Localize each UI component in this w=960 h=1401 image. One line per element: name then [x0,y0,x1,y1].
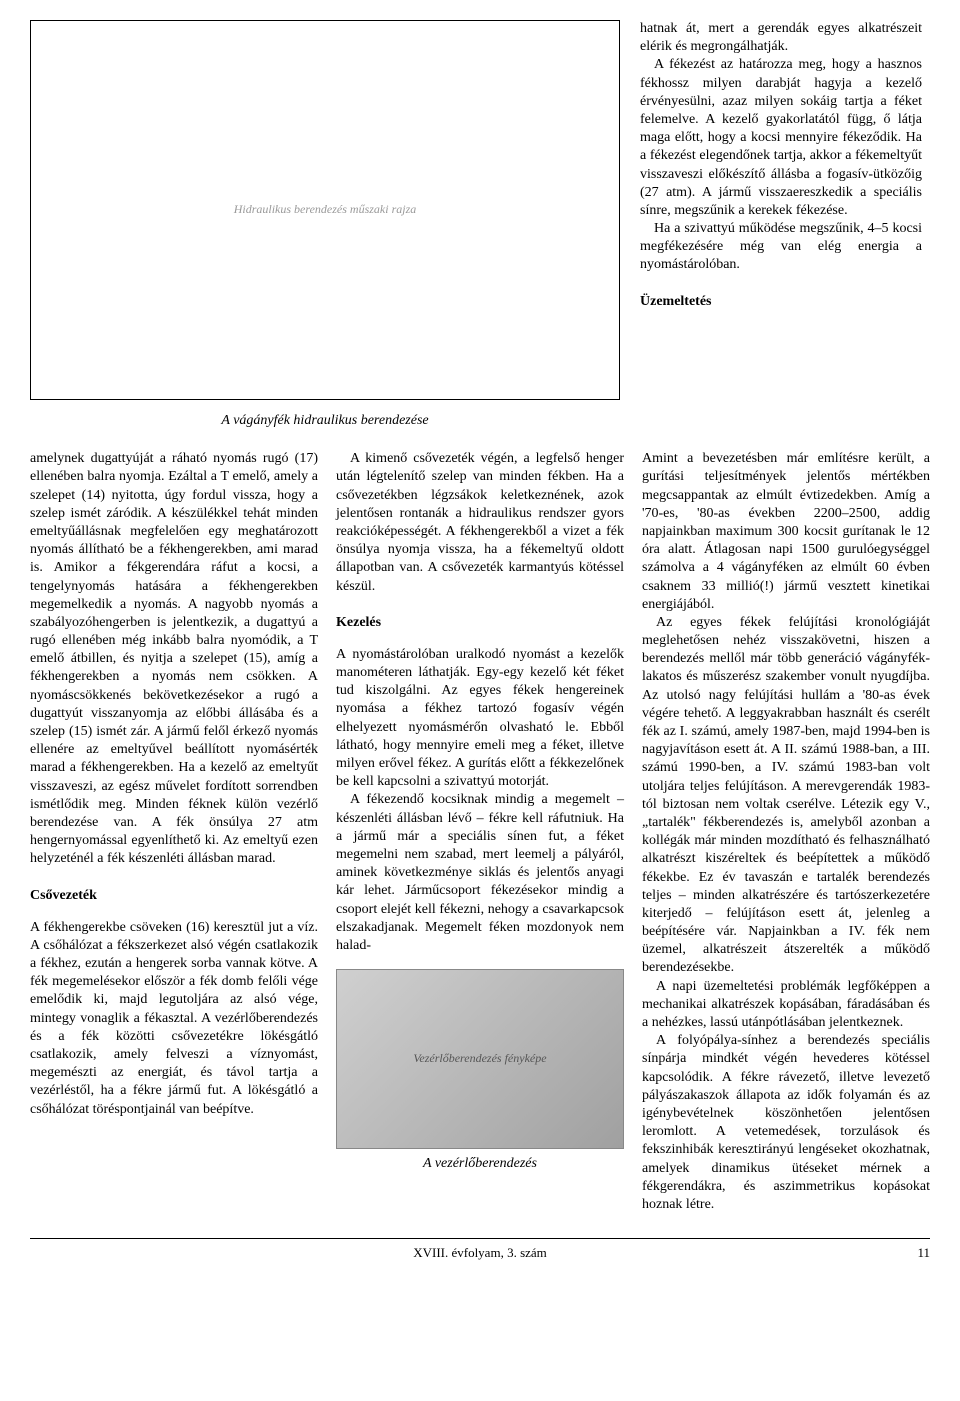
diagram-placeholder: Hidraulikus berendezés műszaki rajza [214,182,437,238]
body-paragraph: A fékhengerekbe csöveken (16) keresztül … [30,919,318,1119]
top-right-column: hatnak át, mert a gerendák egyes alkatré… [640,20,922,430]
body-paragraph: Az egyes fékek felújítási kronológiáját … [642,614,930,978]
body-paragraph: A fékezést az határozza meg, hogy a hasz… [640,56,922,220]
body-paragraph: hatnak át, mert a gerendák egyes alkatré… [640,20,922,56]
body-paragraph: amelynek dugattyúját a ráható nyomás rug… [30,450,318,868]
footer-issue: XVIII. évfolyam, 3. szám [413,1245,547,1262]
diagram-figure: Hidraulikus berendezés műszaki rajza A v… [30,20,620,430]
footer-page-number: 11 [917,1245,930,1262]
body-paragraph: A kimenő csővezeték végén, a legfelső he… [336,450,624,596]
top-section: Hidraulikus berendezés műszaki rajza A v… [30,20,930,430]
body-paragraph: A folyópálya-sínhez a berendezés speciál… [642,1032,930,1214]
diagram-caption: A vágányfék hidraulikus berendezése [30,412,620,430]
photo-placeholder: Vezérlőberendezés fényképe [413,1051,546,1067]
column-3: Amint a bevezetésben már említésre kerül… [642,450,930,1214]
body-paragraph: Ha a szivattyú működése megszűnik, 4–5 k… [640,220,922,275]
diagram-image: Hidraulikus berendezés műszaki rajza [30,20,620,400]
body-paragraph: A fékezendő kocsiknak mindig a megemelt … [336,791,624,955]
column-2: A kimenő csővezeték végén, a legfelső he… [336,450,624,1214]
photo-caption: A vezérlőberendezés [336,1155,624,1173]
columns-section: amelynek dugattyúját a ráható nyomás rug… [30,450,930,1214]
column-1: amelynek dugattyúját a ráható nyomás rug… [30,450,318,1214]
section-heading-kezeles: Kezelés [336,614,624,632]
photo-image: Vezérlőberendezés fényképe [336,969,624,1149]
page-container: Hidraulikus berendezés műszaki rajza A v… [30,20,930,1262]
body-paragraph: A nyomástárolóban uralkodó nyomást a kez… [336,646,624,792]
page-footer: XVIII. évfolyam, 3. szám 11 [30,1238,930,1262]
section-heading-uzemeltetes: Üzemeltetés [640,293,922,311]
section-heading-csovezetek: Csővezeték [30,887,318,905]
body-paragraph: A napi üzemeltetési problémák legfőképpe… [642,978,930,1033]
photo-figure: Vezérlőberendezés fényképe A vezérlőbere… [336,969,624,1173]
body-paragraph: Amint a bevezetésben már említésre kerül… [642,450,930,614]
